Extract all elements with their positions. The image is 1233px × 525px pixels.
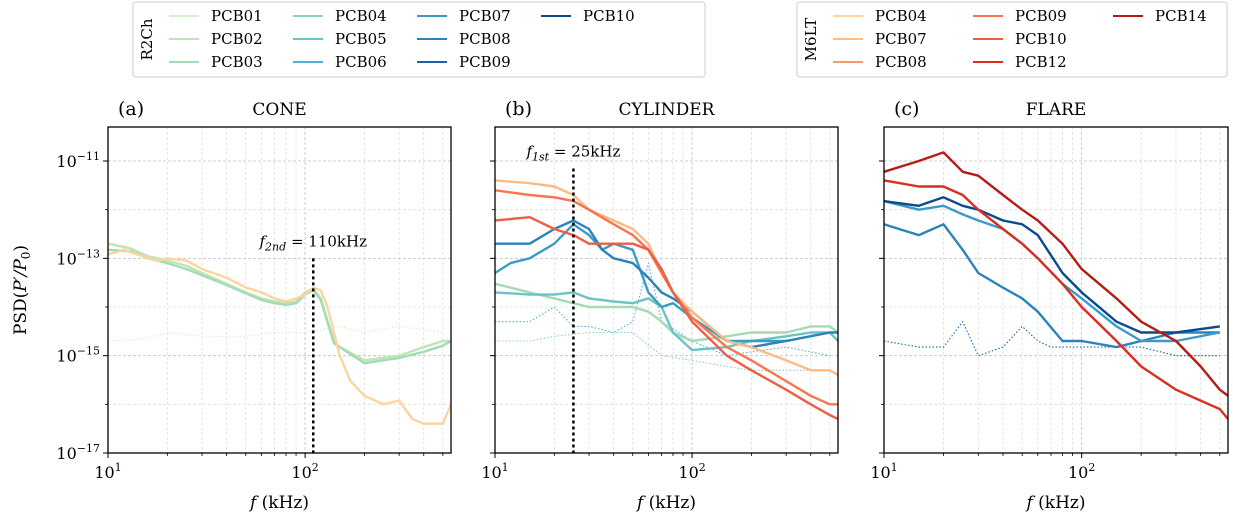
y-tick-label: 10−13: [56, 247, 100, 268]
series-line-pcb09: [495, 189, 838, 406]
series-line-pcb03: [108, 248, 451, 365]
y-tick-label: 10−17: [56, 442, 100, 463]
legend-label: PCB09: [459, 53, 511, 71]
grid: [494, 127, 838, 454]
legend-label: PCB09: [1015, 7, 1067, 25]
panel-title: CYLINDER: [619, 100, 716, 120]
legend-label: PCB02: [211, 30, 263, 48]
plot-frame: [107, 126, 452, 454]
series-line-pcb10: [495, 216, 838, 421]
legend-label: PCB07: [459, 7, 511, 25]
legend-frame: [796, 1, 1228, 78]
series-line-pcb08: [884, 223, 1220, 349]
legend-label: PCB10: [583, 7, 635, 25]
series-group: [108, 242, 451, 425]
x-tick-label: 102: [291, 461, 318, 482]
legend-label: PCB10: [1015, 30, 1067, 48]
legend-label: PCB05: [335, 30, 387, 48]
x-axis-label: f (kHz): [248, 493, 309, 513]
x-axis-label: f (kHz): [635, 493, 696, 513]
x-tick-label: 101: [870, 461, 897, 482]
y-axis-label: PSD(P′/P0): [11, 245, 33, 335]
panel-label: (b): [505, 98, 532, 120]
series-line-pcb04: [108, 248, 451, 425]
legend-label: PCB14: [1155, 7, 1207, 25]
legend-label: PCB04: [335, 7, 387, 25]
plot-frame: [883, 126, 1229, 454]
panel-label: (c): [894, 98, 919, 120]
legend-label: PCB06: [335, 53, 387, 71]
grid: [883, 127, 1228, 454]
panel-flare: 101 102 f (kHz) (c) FLARE: [870, 98, 1229, 513]
series-line-pcb07: [495, 223, 831, 343]
legend-label: PCB03: [211, 53, 263, 71]
y-tick-label: 10−15: [56, 345, 100, 366]
legend-label: PCB08: [875, 53, 927, 71]
series-line-pcb09: [884, 321, 1220, 357]
series-line-pcb06: [495, 262, 830, 357]
x-axis-label: f (kHz): [1024, 493, 1085, 513]
y-tick-label: 10−11: [56, 150, 100, 171]
series-line-pcb07: [884, 199, 1221, 343]
legend-title: M6LT: [802, 18, 820, 62]
series-line-pcb03: [495, 282, 838, 343]
grid: [107, 127, 451, 454]
legend-label: PCB01: [211, 7, 263, 25]
legend-m6lt: M6LT PCB04 PCB07 PCB08 PCB09 PCB10 PCB12 PCB14: [796, 1, 1228, 78]
annotation-label: f2nd = 110kHz: [258, 232, 367, 253]
legend-label: PCB07: [875, 30, 927, 48]
panel-title: CONE: [252, 100, 306, 120]
series-group: [884, 151, 1228, 420]
x-tick-label: 102: [678, 461, 705, 482]
panel-cylinder: f1st = 25kHz 101 102 f (kHz) (b) CYLINDER: [481, 98, 839, 513]
series-line-pcb10: [884, 196, 1220, 334]
legend-title: R2Ch: [138, 18, 156, 60]
series-line-pcb04: [495, 331, 830, 371]
x-tick-label: 101: [94, 461, 121, 482]
series-line-pcb02: [108, 242, 451, 362]
legend-r2ch: R2Ch PCB01 PCB02 PCB03 PCB04 PCB05 PCB06 PCB07 P…: [132, 1, 706, 78]
series-group: [495, 179, 838, 421]
plot-frame: [494, 126, 839, 454]
panel-title: FLARE: [1026, 100, 1087, 120]
legend-label: PCB04: [875, 7, 927, 25]
series-line-pcb14: [884, 151, 1228, 397]
legend-label: PCB08: [459, 30, 511, 48]
annotation-label: f1st = 25kHz: [525, 143, 620, 164]
x-tick-label: 102: [1068, 461, 1095, 482]
legend-label: PCB12: [1015, 53, 1067, 71]
series-line-pcb12: [884, 179, 1228, 420]
panel-label: (a): [118, 98, 144, 120]
series-line-pcb08: [495, 219, 838, 349]
series-line-pcb01: [108, 325, 443, 342]
x-tick-label: 101: [481, 461, 508, 482]
